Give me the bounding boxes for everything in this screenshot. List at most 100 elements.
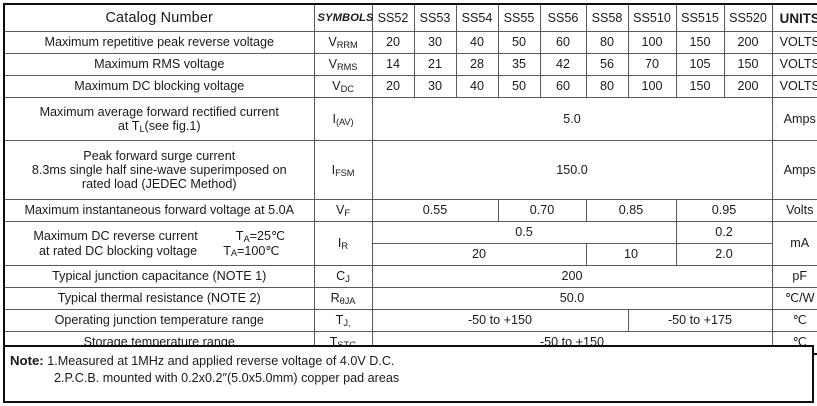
units-rthja: ℃/W (771, 287, 817, 310)
cell-vf-seg-2: 0.70 (497, 199, 587, 222)
param-line-2: at TL(see fig.1) (117, 119, 201, 134)
units-iav: Amps (771, 97, 817, 141)
cell-vdc-ss510: 100 (627, 75, 677, 98)
cell-tj-seg-2: -50 to +175 (627, 309, 773, 332)
cell-vf-seg-1: 0.55 (371, 199, 499, 222)
param-label-rthja: Typical thermal resistance (NOTE 2) (3, 287, 315, 310)
cell-vrrm-ss55: 50 (497, 31, 541, 54)
table-row-ir-top: Maximum DC reverse current TA=25℃ at rate… (3, 221, 817, 266)
param-line-1: Maximum DC reverse current TA=25℃ (33, 229, 286, 245)
cell-vdc-ss58: 80 (585, 75, 629, 98)
symbol-vrms: VRMS (313, 53, 373, 76)
header-device-ss56: SS56 (539, 3, 587, 32)
header-device-ss55: SS55 (497, 3, 541, 32)
cell-vrrm-ss53: 30 (413, 31, 457, 54)
units-tj: ℃ (771, 309, 817, 332)
cell-vdc-ss54: 40 (455, 75, 499, 98)
param-line-1: Maximum average forward rectified curren… (39, 104, 279, 119)
symbol-rthja: RθJA (313, 287, 373, 310)
param-label-ir: Maximum DC reverse current TA=25℃ at rate… (3, 221, 315, 266)
units-ir: mA (771, 221, 817, 266)
cell-vrms-ss58: 56 (585, 53, 629, 76)
table-row-vrrm: Maximum repetitive peak reverse voltage … (3, 31, 817, 54)
param-label-ifsm: Peak forward surge current 8.3ms single … (3, 140, 315, 200)
table-header-row: Catalog Number SYMBOLS SS52 SS53 SS54 SS… (3, 3, 817, 32)
table-row-ifsm: Peak forward surge current 8.3ms single … (3, 140, 817, 200)
table-row-vdc: Maximum DC blocking voltage VDC 20 30 40… (3, 75, 817, 98)
header-units: UNITS (771, 3, 817, 32)
param-label-vrrm: Maximum repetitive peak reverse voltage (3, 31, 315, 54)
param-line-2: 8.3ms single half sine-wave superimposed… (31, 162, 287, 177)
notes-label: Note: (10, 353, 44, 368)
cell-ir-top-seg-1: 0.5 (371, 221, 677, 244)
cell-iav-merged: 5.0 (371, 97, 773, 141)
cell-vrms-ss510: 70 (627, 53, 677, 76)
cell-vdc-ss515: 150 (675, 75, 725, 98)
header-parameter: Catalog Number (3, 3, 315, 32)
cell-vrms-ss515: 105 (675, 53, 725, 76)
cell-vrms-ss52: 14 (371, 53, 415, 76)
units-vdc: VOLTS (771, 75, 817, 98)
datasheet-spec-sheet: Catalog Number SYMBOLS SS52 SS53 SS54 SS… (0, 3, 817, 406)
table-row-vrms: Maximum RMS voltage VRMS 14 21 28 35 42 … (3, 53, 817, 76)
symbol-vrrm: VRRM (313, 31, 373, 54)
header-symbols: SYMBOLS (313, 3, 373, 32)
table-row-cj: Typical junction capacitance (NOTE 1) CJ… (3, 265, 817, 288)
cell-ir-top-seg-2: 0.2 (675, 221, 773, 244)
cell-ir-bottom-seg-3: 2.0 (675, 243, 773, 266)
cell-vrms-ss56: 42 (539, 53, 587, 76)
symbol-cj: CJ (313, 265, 373, 288)
param-label-vf: Maximum instantaneous forward voltage at… (3, 199, 315, 222)
note-1: 1.Measured at 1MHz and applied reverse v… (47, 354, 395, 368)
symbol-ir: IR (313, 221, 373, 266)
param-line-3: rated load (JEDEC Method) (81, 177, 237, 192)
header-device-ss510: SS510 (627, 3, 677, 32)
cell-vdc-ss520: 200 (723, 75, 773, 98)
cell-vrrm-ss520: 200 (723, 31, 773, 54)
cell-vrrm-ss58: 80 (585, 31, 629, 54)
table-row-iav: Maximum average forward rectified curren… (3, 97, 817, 141)
header-device-ss58: SS58 (585, 3, 629, 32)
cell-ir-bottom-seg-1: 20 (371, 243, 587, 266)
units-vf: Volts (771, 199, 817, 222)
cell-vrms-ss55: 35 (497, 53, 541, 76)
cell-vrms-ss520: 150 (723, 53, 773, 76)
cell-vf-seg-3: 0.85 (585, 199, 677, 222)
notes-section: Note: 1.Measured at 1MHz and applied rev… (3, 345, 814, 403)
param-label-vrms: Maximum RMS voltage (3, 53, 315, 76)
cell-ifsm-merged: 150.0 (371, 140, 773, 200)
cell-vdc-ss56: 60 (539, 75, 587, 98)
param-line-2: at rated DC blocking voltage TA=100℃ (38, 243, 280, 259)
header-device-ss52: SS52 (371, 3, 415, 32)
header-device-ss520: SS520 (723, 3, 773, 32)
symbol-tj: TJ, (313, 309, 373, 332)
cell-vrrm-ss510: 100 (627, 31, 677, 54)
param-label-iav: Maximum average forward rectified curren… (3, 97, 315, 141)
cell-ir-bottom-seg-2: 10 (585, 243, 677, 266)
symbol-vf: VF (313, 199, 373, 222)
symbol-vdc: VDC (313, 75, 373, 98)
cell-vrrm-ss52: 20 (371, 31, 415, 54)
header-device-ss53: SS53 (413, 3, 457, 32)
cell-vdc-ss52: 20 (371, 75, 415, 98)
table-row-rthja: Typical thermal resistance (NOTE 2) RθJA… (3, 287, 817, 310)
units-ifsm: Amps (771, 140, 817, 200)
header-device-ss515: SS515 (675, 3, 725, 32)
cell-vrms-ss53: 21 (413, 53, 457, 76)
header-device-ss54: SS54 (455, 3, 499, 32)
cell-vrrm-ss56: 60 (539, 31, 587, 54)
param-label-vdc: Maximum DC blocking voltage (3, 75, 315, 98)
symbol-iav: I(AV) (313, 97, 373, 141)
units-cj: pF (771, 265, 817, 288)
cell-cj-merged: 200 (371, 265, 773, 288)
table-row-tj: Operating junction temperature range TJ,… (3, 309, 817, 332)
cell-vrrm-ss54: 40 (455, 31, 499, 54)
electrical-characteristics-table: Catalog Number SYMBOLS SS52 SS53 SS54 SS… (3, 3, 817, 355)
cell-vrms-ss54: 28 (455, 53, 499, 76)
cell-vf-seg-4: 0.95 (675, 199, 773, 222)
cell-tj-seg-1: -50 to +150 (371, 309, 629, 332)
cell-rthja-merged: 50.0 (371, 287, 773, 310)
param-label-tj: Operating junction temperature range (3, 309, 315, 332)
param-line-1: Peak forward surge current (83, 148, 236, 163)
cell-vrrm-ss515: 150 (675, 31, 725, 54)
